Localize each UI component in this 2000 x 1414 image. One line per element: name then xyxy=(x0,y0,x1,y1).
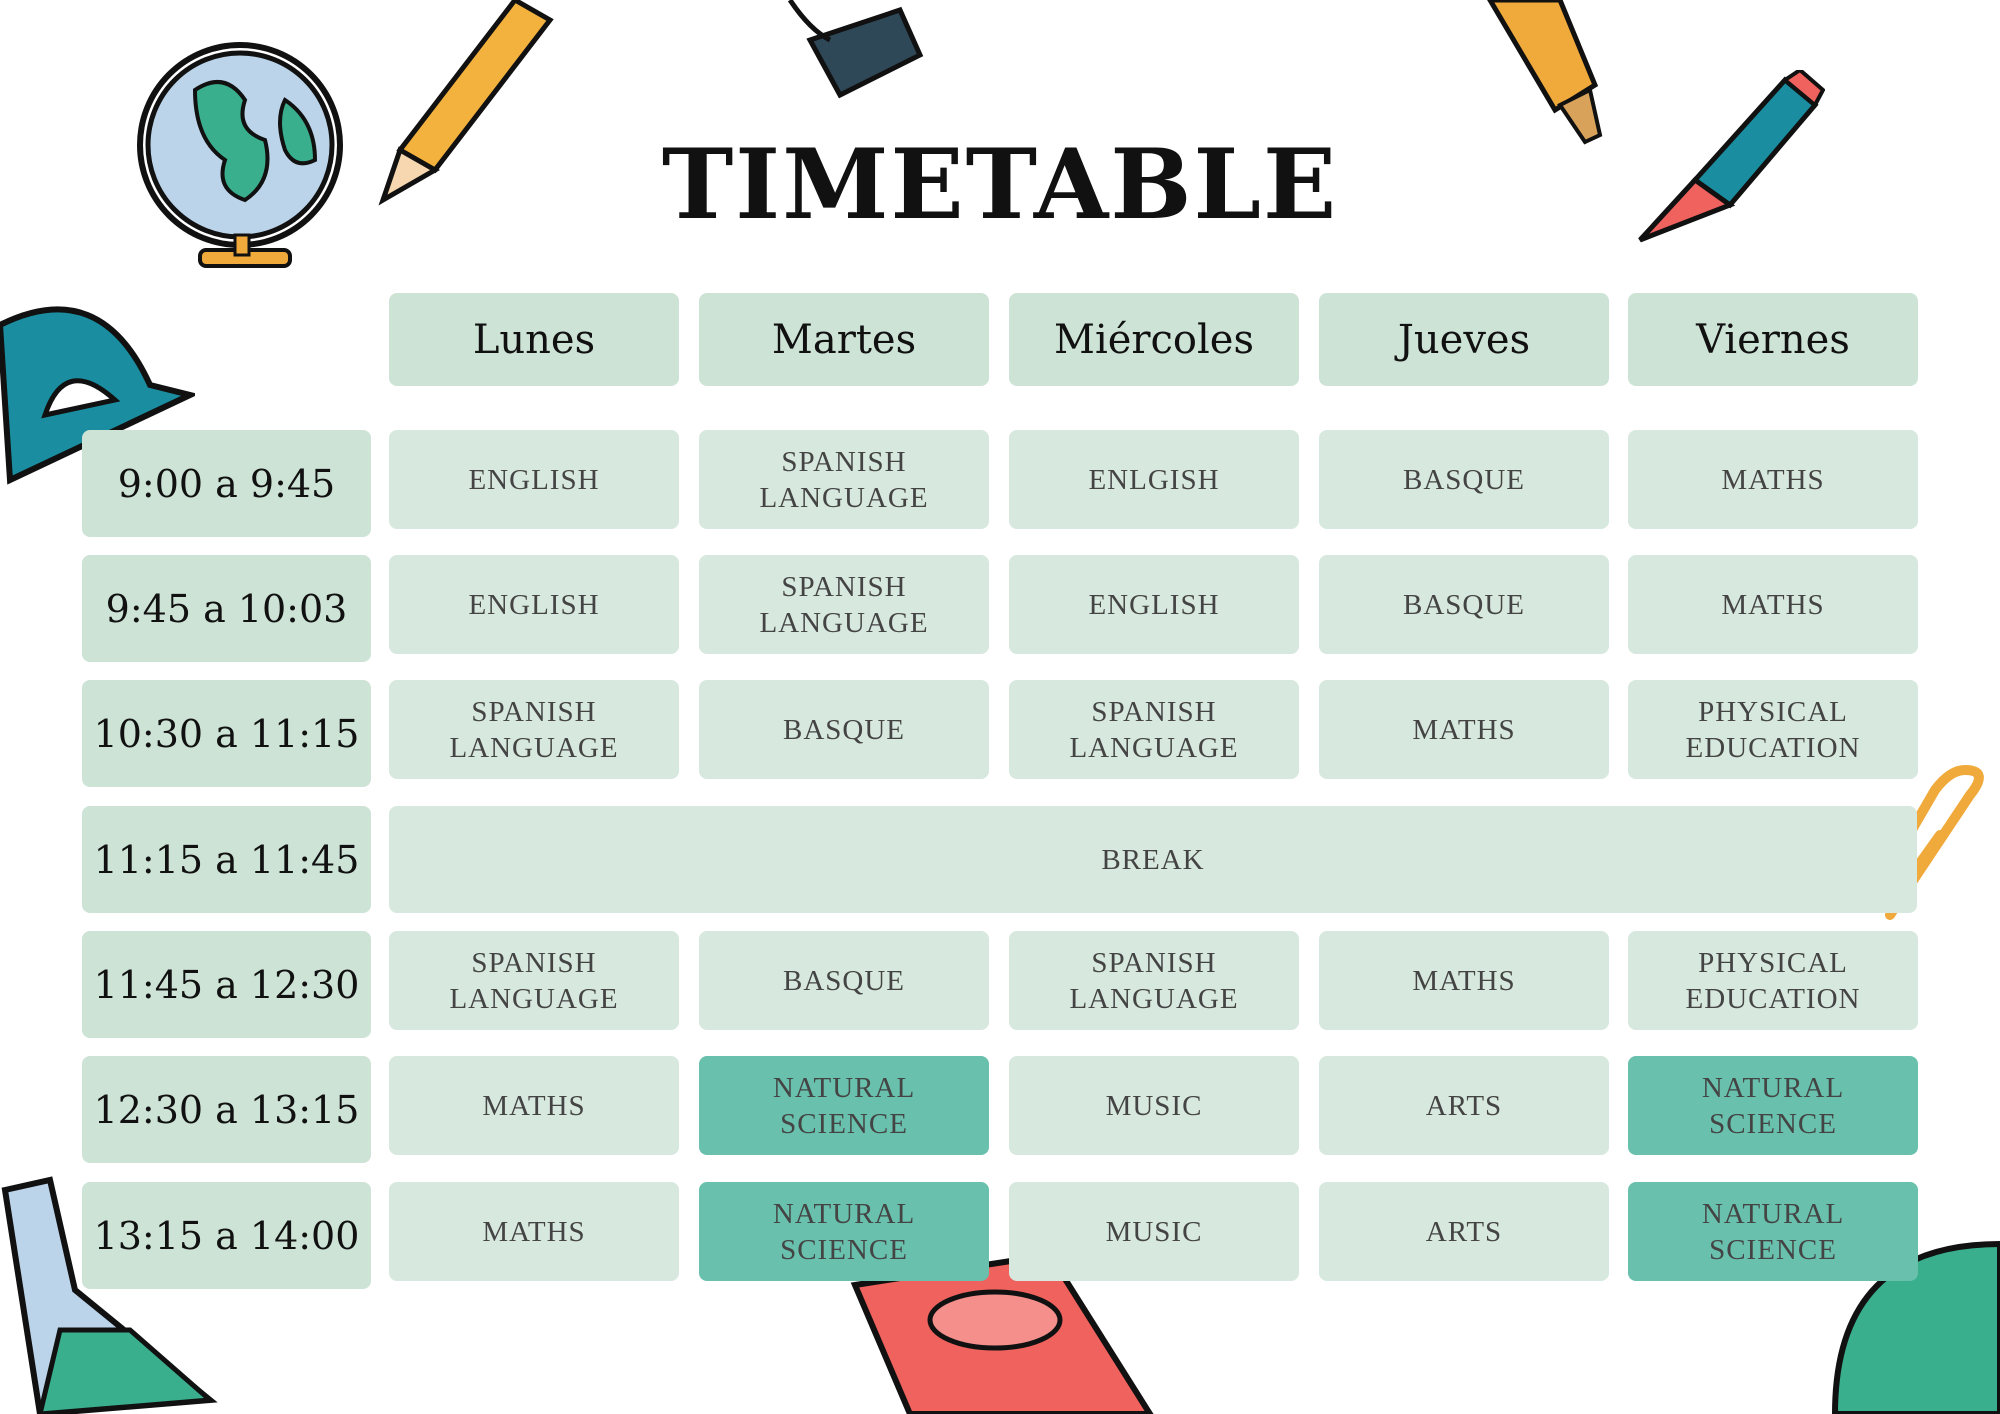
crayon-icon xyxy=(1638,70,1825,243)
subject-cell: MUSIC xyxy=(1009,1182,1299,1281)
subject-cell: MATHS xyxy=(1319,931,1609,1030)
page-title: TIMETABLE xyxy=(661,128,1339,241)
marker-icon xyxy=(1487,0,1603,145)
subject-cell: PHYSICAL EDUCATION xyxy=(1628,931,1918,1030)
day-header: Viernes xyxy=(1628,293,1918,386)
time-slot: 9:00 a 9:45 xyxy=(82,430,371,537)
subject-cell: NATURAL SCIENCE xyxy=(1628,1056,1918,1155)
subject-cell: SPANISH LANGUAGE xyxy=(1009,931,1299,1030)
time-slot: 11:45 a 12:30 xyxy=(82,931,371,1038)
subject-cell: BASQUE xyxy=(1319,430,1609,529)
subject-cell: BASQUE xyxy=(1319,555,1609,654)
subject-cell: MATHS xyxy=(389,1182,679,1281)
time-slot: 10:30 a 11:15 xyxy=(82,680,371,787)
day-header: Miércoles xyxy=(1009,293,1299,386)
time-slot: 12:30 a 13:15 xyxy=(82,1056,371,1163)
subject-cell: PHYSICAL EDUCATION xyxy=(1628,680,1918,779)
subject-cell: NATURAL SCIENCE xyxy=(1628,1182,1918,1281)
subject-cell: ENGLISH xyxy=(1009,555,1299,654)
time-slot: 13:15 a 14:00 xyxy=(82,1182,371,1289)
subject-cell: MATHS xyxy=(1628,430,1918,529)
subject-cell: MATHS xyxy=(389,1056,679,1155)
time-slot: 9:45 a 10:03 xyxy=(82,555,371,662)
binder-clip-icon xyxy=(787,0,924,99)
subject-cell: BASQUE xyxy=(699,680,989,779)
break-cell: BREAK xyxy=(389,806,1917,913)
subject-cell: BASQUE xyxy=(699,931,989,1030)
subject-cell: NATURAL SCIENCE xyxy=(699,1056,989,1155)
protractor-icon xyxy=(0,306,195,485)
subject-cell: SPANISH LANGUAGE xyxy=(699,555,989,654)
flask-icon xyxy=(1,1176,218,1414)
globe-icon xyxy=(137,42,343,268)
book-icon xyxy=(850,1251,1154,1414)
subject-cell: ENGLISH xyxy=(389,430,679,529)
subject-cell: ENLGISH xyxy=(1009,430,1299,529)
subject-cell: ARTS xyxy=(1319,1182,1609,1281)
day-header: Martes xyxy=(699,293,989,386)
subject-cell: MATHS xyxy=(1628,555,1918,654)
subject-cell: ENGLISH xyxy=(389,555,679,654)
time-slot: 11:15 a 11:45 xyxy=(82,806,371,913)
subject-cell: SPANISH LANGUAGE xyxy=(1009,680,1299,779)
pencil-icon xyxy=(378,0,554,206)
subject-cell: SPANISH LANGUAGE xyxy=(389,680,679,779)
subject-cell: SPANISH LANGUAGE xyxy=(699,430,989,529)
day-header: Lunes xyxy=(389,293,679,386)
subject-cell: SPANISH LANGUAGE xyxy=(389,931,679,1030)
subject-cell: NATURAL SCIENCE xyxy=(699,1182,989,1281)
day-header: Jueves xyxy=(1319,293,1609,386)
subject-cell: MATHS xyxy=(1319,680,1609,779)
subject-cell: ARTS xyxy=(1319,1056,1609,1155)
subject-cell: MUSIC xyxy=(1009,1056,1299,1155)
